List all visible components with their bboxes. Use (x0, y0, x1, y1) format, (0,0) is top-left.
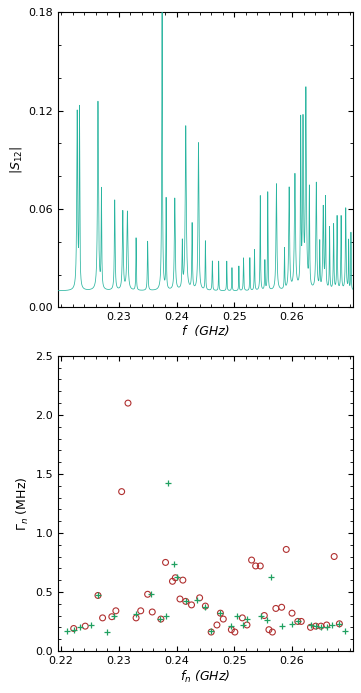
Point (157, 613, 163, 624)
Point (221, 613, 226, 624)
Point (138, 605, 144, 616)
X-axis label: $f_n$ (GHz): $f_n$ (GHz) (180, 669, 231, 685)
Point (113, 605, 119, 616)
Point (289, 608, 295, 619)
Point (218, 608, 223, 619)
Point (229, 624, 234, 635)
Point (244, 613, 250, 624)
Point (145, 589, 151, 600)
Point (258, 610, 264, 621)
Point (163, 610, 169, 621)
Point (71, 623, 77, 634)
Point (308, 622, 313, 633)
Point (95, 590, 101, 601)
Point (264, 615, 270, 626)
Y-axis label: $|S_{12}|$: $|S_{12}|$ (8, 146, 24, 174)
Point (88, 620, 94, 631)
Point (270, 626, 275, 638)
Point (104, 626, 110, 638)
Point (249, 554, 255, 565)
Point (180, 574, 186, 586)
Point (308, 620, 313, 631)
Point (125, 398, 131, 409)
Point (174, 571, 180, 582)
Point (279, 602, 284, 613)
Point (195, 595, 200, 606)
Point (177, 593, 183, 604)
Point (95, 590, 101, 601)
Point (158, 613, 164, 624)
Point (295, 616, 301, 627)
Point (234, 610, 240, 621)
Point (289, 618, 295, 629)
Point (313, 621, 319, 632)
Point (273, 603, 279, 614)
Point (336, 618, 342, 629)
Point (295, 616, 301, 627)
Point (279, 621, 284, 632)
Point (149, 606, 155, 617)
Point (208, 626, 214, 638)
Point (244, 620, 250, 631)
Point (203, 602, 208, 613)
Point (77, 622, 83, 633)
Point (170, 576, 175, 587)
Point (109, 611, 115, 622)
Point (313, 621, 319, 632)
Point (324, 620, 330, 631)
Y-axis label: $\Gamma_n$ (MHz): $\Gamma_n$ (MHz) (15, 476, 31, 531)
Point (173, 572, 178, 584)
Point (100, 613, 105, 624)
Point (253, 561, 258, 572)
Point (331, 551, 337, 562)
Point (111, 610, 117, 621)
Point (197, 593, 203, 604)
Point (257, 561, 263, 572)
Point (336, 618, 342, 629)
Point (261, 610, 267, 621)
Point (324, 622, 330, 633)
Point (268, 571, 274, 582)
Point (342, 625, 348, 636)
Point (64, 625, 70, 636)
Point (133, 613, 139, 624)
Point (283, 544, 289, 555)
Point (148, 589, 154, 600)
Point (318, 621, 324, 632)
Point (183, 596, 189, 607)
Point (240, 620, 246, 631)
Point (183, 596, 189, 607)
Point (166, 477, 171, 489)
Point (239, 613, 245, 624)
Point (71, 624, 77, 635)
Point (189, 599, 195, 611)
Point (232, 626, 238, 638)
Point (229, 621, 234, 632)
Point (82, 621, 88, 632)
Point (203, 601, 208, 612)
Point (119, 486, 125, 497)
Point (133, 608, 139, 620)
Point (208, 625, 214, 636)
Point (214, 620, 220, 631)
Point (171, 558, 177, 569)
Point (163, 557, 169, 568)
Point (218, 608, 223, 619)
X-axis label: f  (GHz): f (GHz) (182, 325, 229, 338)
Point (299, 616, 304, 627)
Point (330, 620, 335, 631)
Point (318, 622, 324, 633)
Point (266, 624, 272, 635)
